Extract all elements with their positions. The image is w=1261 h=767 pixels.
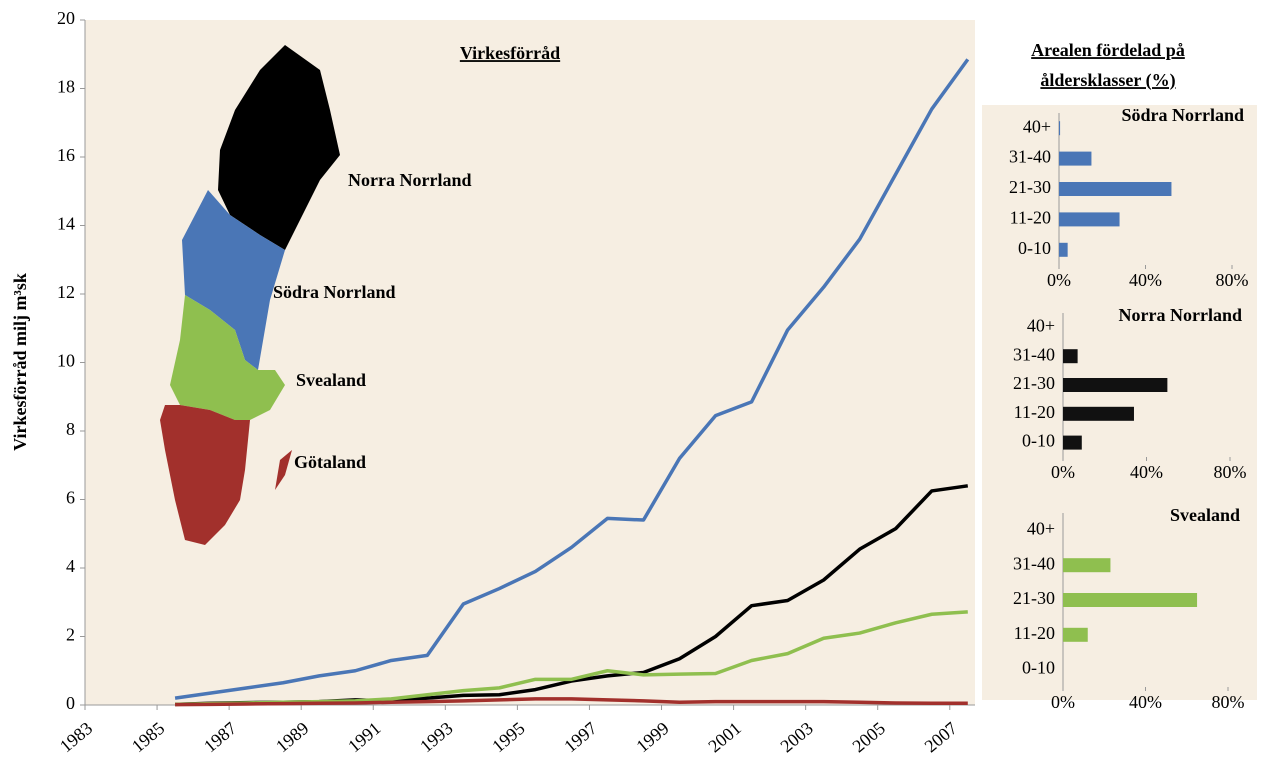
x-tick-label: 2005 [849,718,889,756]
y-tick-label: 14 [57,214,75,234]
y-tick-label: 40+ [1027,519,1055,539]
x-tick-label: 1983 [56,718,96,756]
line-series [174,58,970,700]
y-tick-label: 2 [66,625,75,645]
y-tick-label: 20 [57,8,75,28]
map-region [275,450,292,490]
map-region [170,295,285,420]
map-label: Svealand [296,370,366,390]
bar [1063,593,1198,607]
x-tick-label: 1987 [200,718,240,756]
x-tick-label: 1991 [344,718,384,756]
panel-title: Södra Norrland [1121,105,1244,125]
map-label: Södra Norrland [273,282,396,302]
x-tick-label: 0% [1051,692,1075,712]
map-region [218,45,340,250]
map-region [160,405,250,545]
y-tick-label: 0 [66,693,75,713]
bar [1059,121,1061,136]
bar [1063,406,1134,421]
y-tick-label: 11-20 [1014,402,1055,422]
x-tick-label: 80% [1212,692,1245,712]
y-tick-label: 11-20 [1010,208,1051,228]
bar [1063,558,1111,573]
bar [1059,242,1068,257]
y-tick-label: 11-20 [1014,623,1055,643]
x-tick-label: 2007 [921,718,961,756]
y-tick-label: 8 [66,419,75,439]
chart-title: Virkesförråd [460,43,560,63]
y-tick-label: 31-40 [1013,553,1055,573]
bar [1063,627,1088,642]
y-tick-label: 12 [57,282,75,302]
y-tick-label: 40+ [1027,316,1055,336]
bar [1059,212,1120,227]
y-axis-label: Virkesförråd milj m³sk [10,273,30,451]
y-tick-label: 21-30 [1013,373,1055,393]
map-label: Norra Norrland [348,170,471,190]
x-tick-label: 1989 [272,718,312,756]
x-tick-label: 40% [1129,692,1162,712]
bar [1063,378,1168,392]
y-tick-label: 0-10 [1018,238,1051,258]
y-tick-label: 40+ [1023,116,1051,136]
bar [1063,435,1082,450]
y-tick-label: 0-10 [1022,431,1055,451]
y-tick-label: 6 [66,488,75,508]
line-series [175,697,968,707]
map-label: Götaland [294,452,366,472]
panel-heading: åldersklasser (%) [1040,70,1175,91]
x-tick-label: 1985 [128,718,168,756]
y-tick-label: 18 [57,77,75,97]
x-tick-label: 80% [1216,270,1249,290]
y-tick-label: 10 [57,351,75,371]
x-tick-label: 1997 [560,718,600,756]
x-tick-label: 80% [1214,462,1247,482]
y-tick-label: 16 [57,145,75,165]
map [160,45,340,545]
bar [1063,349,1078,364]
y-tick-label: 0-10 [1022,658,1055,678]
x-tick-label: 2001 [704,718,744,756]
x-tick-label: 1993 [416,718,456,756]
y-tick-label: 31-40 [1009,147,1051,167]
x-tick-label: 1999 [632,718,672,756]
panel-title: Norra Norrland [1119,305,1242,325]
y-tick-label: 4 [66,556,75,576]
x-tick-label: 40% [1129,270,1162,290]
x-tick-label: 1995 [488,718,528,756]
y-tick-label: 21-30 [1009,177,1051,197]
y-tick-label: 31-40 [1013,344,1055,364]
x-tick-label: 0% [1047,270,1071,290]
bar [1059,151,1092,166]
x-tick-label: 0% [1051,462,1075,482]
panel-title: Svealand [1170,505,1240,525]
x-tick-label: 2003 [776,718,816,756]
panel-heading: Arealen fördelad på [1031,40,1185,60]
map-region [182,190,285,370]
x-tick-label: 40% [1130,462,1163,482]
bar [1059,182,1172,196]
y-tick-label: 21-30 [1013,588,1055,608]
